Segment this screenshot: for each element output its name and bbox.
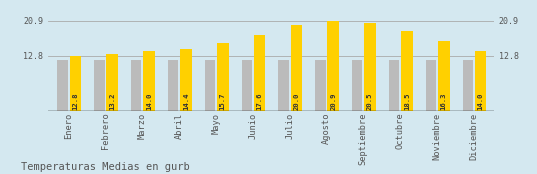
Text: 20.0: 20.0 [293,93,300,110]
Bar [143,51,155,111]
Bar [426,60,436,111]
Bar [168,60,178,111]
Text: 17.6: 17.6 [257,93,263,110]
Bar [57,60,68,111]
Bar [69,56,81,111]
Text: 20.9: 20.9 [330,93,336,110]
Bar [217,43,229,111]
Text: 20.5: 20.5 [367,93,373,110]
Text: Temperaturas Medias en gurb: Temperaturas Medias en gurb [21,162,190,172]
Text: 12.8: 12.8 [72,93,78,110]
Bar [242,60,252,111]
Bar [131,60,141,111]
Bar [401,31,413,111]
Bar [364,23,376,111]
Bar [389,60,399,111]
Bar [94,60,105,111]
Bar [438,41,449,111]
Bar [253,35,265,111]
Bar [462,60,473,111]
Bar [180,49,192,111]
Text: 14.4: 14.4 [183,93,189,110]
Text: 15.7: 15.7 [220,93,226,110]
Bar [352,60,362,111]
Bar [291,25,302,111]
Bar [205,60,215,111]
Bar [106,54,118,111]
Text: 14.0: 14.0 [146,93,152,110]
Text: 16.3: 16.3 [441,93,447,110]
Text: 13.2: 13.2 [109,93,115,110]
Bar [315,60,325,111]
Bar [278,60,289,111]
Text: 18.5: 18.5 [404,93,410,110]
Bar [328,21,339,111]
Text: 14.0: 14.0 [477,93,484,110]
Bar [475,51,487,111]
